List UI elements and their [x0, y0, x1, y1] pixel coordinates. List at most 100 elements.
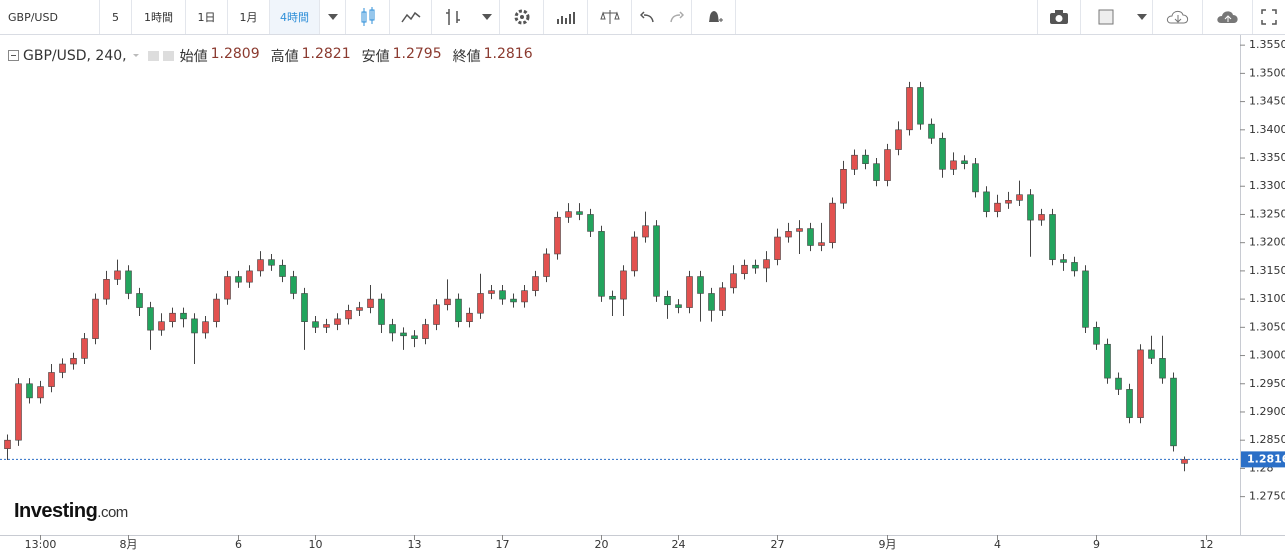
candle-body — [961, 160, 968, 164]
candle-body — [290, 276, 297, 294]
color-button[interactable] — [1081, 0, 1131, 34]
candle-body — [92, 298, 99, 339]
candle-body — [664, 295, 671, 306]
collapse-icon[interactable] — [8, 50, 20, 62]
candle-body — [697, 276, 704, 294]
candle-body — [48, 372, 55, 387]
candle-body — [1159, 358, 1166, 379]
candle-body — [136, 293, 143, 308]
candle-body — [609, 295, 616, 300]
icon — [1098, 9, 1114, 25]
candle-body — [818, 242, 825, 246]
x-tick-label: 4 — [994, 538, 1001, 551]
dropdown[interactable] — [320, 0, 346, 34]
dropdown[interactable] — [1131, 0, 1153, 34]
icon — [446, 9, 460, 25]
interval-button[interactable]: 4時間 — [270, 0, 320, 34]
candle-body — [246, 270, 253, 283]
candle-body — [202, 321, 209, 334]
candle-button[interactable] — [346, 0, 390, 34]
candle-body — [741, 264, 748, 275]
candle-body — [191, 318, 198, 334]
candle-body — [884, 149, 891, 181]
candle-body — [730, 273, 737, 289]
x-tick-label: 13 — [408, 538, 422, 551]
candle-body — [213, 298, 220, 322]
candle-body — [323, 324, 330, 328]
settings-button[interactable] — [500, 0, 544, 34]
compare-button[interactable] — [588, 0, 632, 34]
candle-body — [1115, 377, 1122, 390]
icon — [514, 9, 529, 25]
logo-suffix: .com — [97, 504, 128, 521]
icon — [1136, 14, 1147, 20]
candle-body — [1005, 200, 1012, 204]
x-tick-label: 20 — [595, 538, 609, 551]
candle-body — [422, 324, 429, 339]
alert-button[interactable] — [692, 0, 736, 34]
candle-body — [554, 216, 561, 255]
candle-body — [378, 298, 385, 325]
candle-body — [301, 293, 308, 322]
icon — [640, 11, 654, 23]
interval-button[interactable]: 5 — [100, 0, 132, 34]
candle-body — [598, 231, 605, 297]
last-price-label: 1.2816 — [1247, 452, 1285, 465]
chart: 1.27501.281.28501.29001.29501.30001.3050… — [0, 35, 1285, 555]
interval-button[interactable]: 1月 — [228, 0, 270, 34]
y-tick-label: 1.3450 — [1249, 95, 1285, 108]
snapshot-button[interactable] — [1037, 0, 1081, 34]
candle-body — [125, 270, 132, 294]
candle-body — [840, 169, 847, 204]
candle-body — [785, 231, 792, 238]
candle-body — [950, 160, 957, 170]
candle-body — [906, 87, 913, 131]
dropdown[interactable] — [130, 51, 144, 61]
candle-body — [444, 298, 451, 306]
x-tick-label: 27 — [771, 538, 785, 551]
y-tick-label: 1.2850 — [1249, 433, 1285, 446]
candle-body — [147, 307, 154, 331]
indicator-button[interactable] — [544, 0, 588, 34]
last-price-tag — [1241, 451, 1285, 468]
candle-body — [917, 87, 924, 125]
bar-button[interactable] — [432, 0, 474, 34]
candle-body — [15, 383, 22, 441]
candle-body — [510, 298, 517, 303]
dropdown[interactable] — [474, 0, 500, 34]
logo-main: Investing — [14, 500, 98, 522]
candle-body — [1170, 377, 1177, 447]
ohlc-values: 始値 1.2809 高値 1.2821 安値 1.2795 終値 1.2816 — [180, 46, 541, 66]
candle-body — [631, 236, 638, 272]
spacer — [736, 0, 1037, 34]
icon — [400, 11, 420, 23]
candle-body — [829, 202, 836, 243]
symbol-box[interactable]: GBP/USD — [0, 0, 100, 34]
candle-body — [488, 290, 495, 294]
cloud-save-button[interactable] — [1203, 0, 1253, 34]
candle-body — [224, 276, 231, 300]
candle-body — [1126, 389, 1133, 418]
cloud-load-button[interactable] — [1153, 0, 1203, 34]
candle-body — [367, 298, 374, 308]
x-tick-label: 12 — [1200, 538, 1214, 551]
icon — [327, 14, 338, 20]
y-tick-label: 1.3000 — [1249, 349, 1285, 362]
candle-body — [279, 264, 286, 277]
x-tick-label: 9 — [1093, 538, 1100, 551]
candle-body — [389, 324, 396, 334]
line-button[interactable] — [390, 0, 432, 34]
candle-body — [653, 225, 660, 297]
interval-button[interactable]: 1時間 — [132, 0, 186, 34]
series-icons[interactable] — [147, 50, 177, 62]
candle-body — [1049, 214, 1056, 260]
undo-button[interactable] — [632, 0, 662, 34]
fullscreen-button[interactable] — [1253, 0, 1285, 34]
candle-body — [257, 259, 264, 272]
candle-body — [158, 321, 165, 331]
x-tick-label: 13:00 — [25, 538, 57, 551]
candle-body — [994, 202, 1001, 212]
candle-body — [334, 318, 341, 325]
interval-button[interactable]: 1日 — [186, 0, 228, 34]
redo-button[interactable] — [662, 0, 692, 34]
